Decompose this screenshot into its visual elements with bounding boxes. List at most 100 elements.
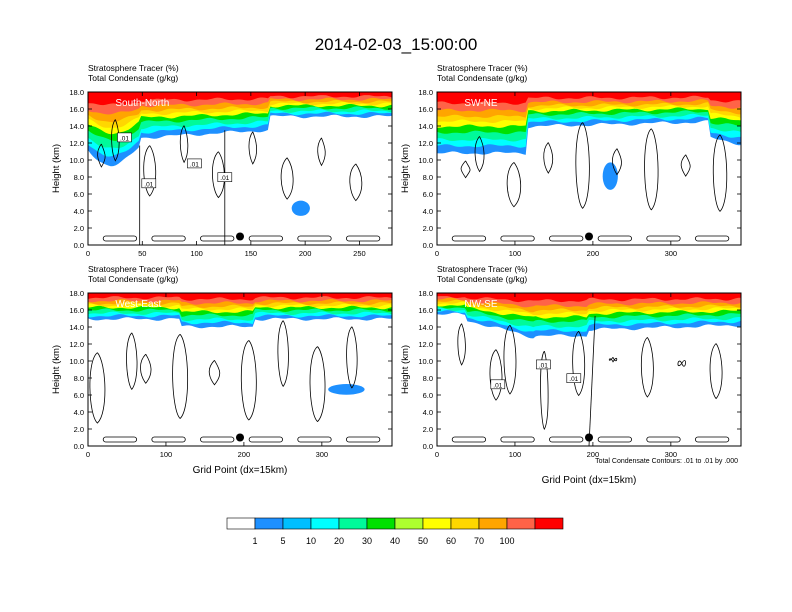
x-tick-label: 300 (316, 450, 329, 459)
panel-string-condensate: Total Condensate (g/kg) (88, 73, 178, 83)
condensate-contours (97, 119, 381, 245)
y-axis-label: Height (km) (51, 144, 62, 193)
y-tick-label: 6.0 (423, 391, 433, 400)
contour-label-box (187, 158, 202, 169)
contour-label-box (141, 178, 157, 189)
tracer-patch (328, 384, 365, 395)
colorbar-swatch (366, 517, 396, 530)
y-tick-label: 8.0 (74, 374, 84, 383)
colorbar-label: 70 (474, 536, 484, 546)
colorbar-swatch (450, 517, 480, 530)
contour-label-box (117, 132, 132, 143)
y-tick-label: 4.0 (423, 408, 433, 417)
plot-frame (87, 292, 393, 447)
y-tick-label: 4.0 (423, 207, 433, 216)
contour-label: .01 (190, 161, 199, 168)
y-tick-label: 14.0 (418, 323, 433, 332)
y-tick-label: 12.0 (418, 139, 433, 148)
y-tick-label: 0.0 (74, 442, 84, 451)
panel-string-condensate: Total Condensate (g/kg) (88, 274, 178, 284)
location-marker (236, 232, 244, 241)
panel-label: South-North (115, 98, 169, 109)
tracer-field (437, 293, 741, 446)
colorbar-label: 30 (362, 536, 372, 546)
x-tick-label: 150 (245, 249, 258, 258)
tracer-patch (291, 200, 310, 216)
x-tick-label: 200 (299, 249, 312, 258)
y-tick-label: 8.0 (423, 173, 433, 182)
y-tick-label: 12.0 (69, 139, 84, 148)
colorbar-swatch (310, 517, 340, 530)
location-marker (585, 433, 593, 442)
y-tick-label: 14.0 (69, 122, 84, 131)
contour-label: .01 (220, 175, 229, 182)
x-axis-label: Grid Point (dx=15km) (542, 475, 637, 486)
y-tick-label: 0.0 (423, 241, 433, 250)
y-axis-label: Height (km) (400, 345, 411, 394)
x-tick-label: 100 (509, 450, 522, 459)
contour-info: Total Condensate Contours: .01 to .01 by… (595, 458, 738, 465)
y-tick-label: 10.0 (418, 156, 433, 165)
y-tick-label: 6.0 (74, 190, 84, 199)
contour-label: .01 (539, 362, 548, 369)
plot-frame (87, 91, 393, 246)
y-tick-label: 2.0 (74, 425, 84, 434)
colorbar-label: 5 (280, 536, 285, 546)
condensate-contours (89, 320, 381, 443)
panel-string-condensate: Total Condensate (g/kg) (437, 274, 527, 284)
colorbar-swatch (506, 517, 536, 530)
tracer-patch (602, 162, 618, 190)
y-tick-label: 2.0 (423, 425, 433, 434)
x-axis-label: Grid Point (dx=15km) (193, 465, 288, 476)
panel-2: Stratosphere Tracer (%)Total Condensate … (400, 63, 742, 258)
panel-label: NW-SE (464, 299, 497, 310)
y-tick-label: 16.0 (69, 105, 84, 114)
x-tick-label: 100 (160, 450, 173, 459)
y-axis-label: Height (km) (51, 345, 62, 394)
location-marker (585, 232, 593, 241)
y-tick-label: 8.0 (423, 374, 433, 383)
y-tick-label: 4.0 (74, 408, 84, 417)
contour-label-box (536, 359, 551, 370)
y-tick-label: 8.0 (74, 173, 84, 182)
x-tick-label: 0 (86, 450, 90, 459)
y-tick-label: 2.0 (74, 224, 84, 233)
y-tick-label: 10.0 (69, 156, 84, 165)
colorbar-swatch (534, 517, 564, 530)
colorbar-swatch (282, 517, 312, 530)
panel-string-tracer: Stratosphere Tracer (%) (88, 63, 179, 73)
panel-string-tracer: Stratosphere Tracer (%) (437, 63, 528, 73)
panel-string-condensate: Total Condensate (g/kg) (437, 73, 527, 83)
y-tick-label: 4.0 (74, 207, 84, 216)
colorbar-label: 50 (418, 536, 428, 546)
y-tick-label: 0.0 (74, 241, 84, 250)
x-tick-label: 250 (353, 249, 366, 258)
y-tick-label: 14.0 (418, 122, 433, 131)
x-tick-label: 0 (86, 249, 90, 258)
x-tick-label: 0 (435, 450, 439, 459)
y-tick-label: 12.0 (418, 340, 433, 349)
y-tick-label: 18.0 (69, 289, 84, 298)
colorbar-swatch (422, 517, 452, 530)
colorbar-swatch (338, 517, 368, 530)
y-tick-label: 12.0 (69, 340, 84, 349)
y-tick-label: 16.0 (69, 306, 84, 315)
y-tick-label: 6.0 (74, 391, 84, 400)
y-tick-label: 10.0 (418, 357, 433, 366)
x-tick-label: 200 (587, 249, 600, 258)
y-tick-label: 18.0 (418, 289, 433, 298)
colorbar-label: 10 (306, 536, 316, 546)
y-tick-label: 6.0 (423, 190, 433, 199)
panel-string-tracer: Stratosphere Tracer (%) (88, 264, 179, 274)
colorbar-label: 60 (446, 536, 456, 546)
colorbar: 1 5 10 20 30 40 50 60 70 100 (226, 517, 564, 546)
panel-1: Stratosphere Tracer (%)Total Condensate … (51, 63, 393, 258)
tracer-field (88, 92, 392, 245)
x-tick-label: 300 (665, 450, 678, 459)
panel-label: SW-NE (464, 98, 497, 109)
plot-frame (436, 292, 742, 447)
condensate-contours (451, 315, 730, 446)
x-tick-label: 0 (435, 249, 439, 258)
panel-4: Stratosphere Tracer (%)Total Condensate … (400, 264, 742, 486)
